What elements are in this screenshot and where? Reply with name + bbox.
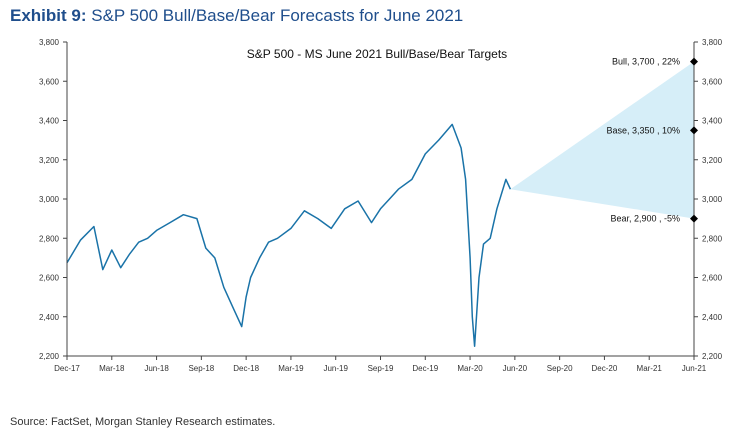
x-tick-label: Dec-19 <box>412 364 438 373</box>
y-tick-label-right: 2,600 <box>702 274 723 283</box>
y-tick-label-right: 3,800 <box>702 38 723 47</box>
y-tick-label-left: 2,800 <box>39 234 60 243</box>
scenario-marker-0 <box>690 57 698 66</box>
x-tick-label: Dec-17 <box>54 364 80 373</box>
x-tick-label: Mar-19 <box>278 364 304 373</box>
x-tick-label: Jun-20 <box>503 364 528 373</box>
y-tick-label-left: 3,200 <box>39 156 60 165</box>
x-tick-label: Jun-21 <box>682 364 707 373</box>
y-tick-label-right: 3,000 <box>702 195 723 204</box>
x-tick-label: Jun-19 <box>323 364 348 373</box>
x-tick-label: Mar-21 <box>637 364 663 373</box>
exhibit-title-text: S&P 500 Bull/Base/Bear Forecasts for Jun… <box>91 6 464 25</box>
source-note: Source: FactSet, Morgan Stanley Research… <box>10 416 276 428</box>
x-tick-label: Sep-20 <box>547 364 573 373</box>
y-tick-label-right: 2,400 <box>702 313 723 322</box>
exhibit-label: Exhibit 9: <box>10 6 87 25</box>
series-line-0 <box>66 123 512 347</box>
y-tick-label-left: 2,200 <box>39 352 60 361</box>
scenario-label-1: Base, 3,350 , 10% <box>606 125 680 135</box>
y-tick-label-right: 3,400 <box>702 117 723 126</box>
scenario-marker-2 <box>690 214 698 223</box>
y-tick-label-left: 2,400 <box>39 313 60 322</box>
y-tick-label-left: 2,600 <box>39 274 60 283</box>
y-tick-label-left: 3,000 <box>39 195 60 204</box>
y-tick-label-right: 2,200 <box>702 352 723 361</box>
y-tick-label-left: 3,400 <box>39 117 60 126</box>
scenario-marker-1 <box>690 126 698 135</box>
sp500-forecast-chart: 2,200 2,200 2,400 2,400 2,600 2,600 2,800 2,800… <box>39 38 723 373</box>
forecast-cone <box>510 61 694 219</box>
x-tick-label: Sep-18 <box>188 364 214 373</box>
x-tick-label: Jun-18 <box>144 364 169 373</box>
y-tick-label-right: 2,800 <box>702 234 723 243</box>
x-tick-label: Mar-18 <box>99 364 125 373</box>
y-tick-label-right: 3,200 <box>702 156 723 165</box>
y-tick-label-left: 3,600 <box>39 77 60 86</box>
exhibit-title: Exhibit 9: S&P 500 Bull/Base/Bear Foreca… <box>10 6 463 26</box>
scenario-label-2: Bear, 2,900 , -5% <box>610 214 680 224</box>
x-tick-label: Dec-20 <box>592 364 618 373</box>
x-tick-label: Sep-19 <box>368 364 394 373</box>
y-tick-label-left: 3,800 <box>39 38 60 47</box>
x-tick-label: Mar-20 <box>457 364 483 373</box>
chart-title: S&P 500 - MS June 2021 Bull/Base/Bear Ta… <box>247 47 507 61</box>
y-tick-label-right: 3,600 <box>702 77 723 86</box>
scenario-label-0: Bull, 3,700 , 22% <box>612 57 680 67</box>
x-tick-label: Dec-18 <box>233 364 259 373</box>
